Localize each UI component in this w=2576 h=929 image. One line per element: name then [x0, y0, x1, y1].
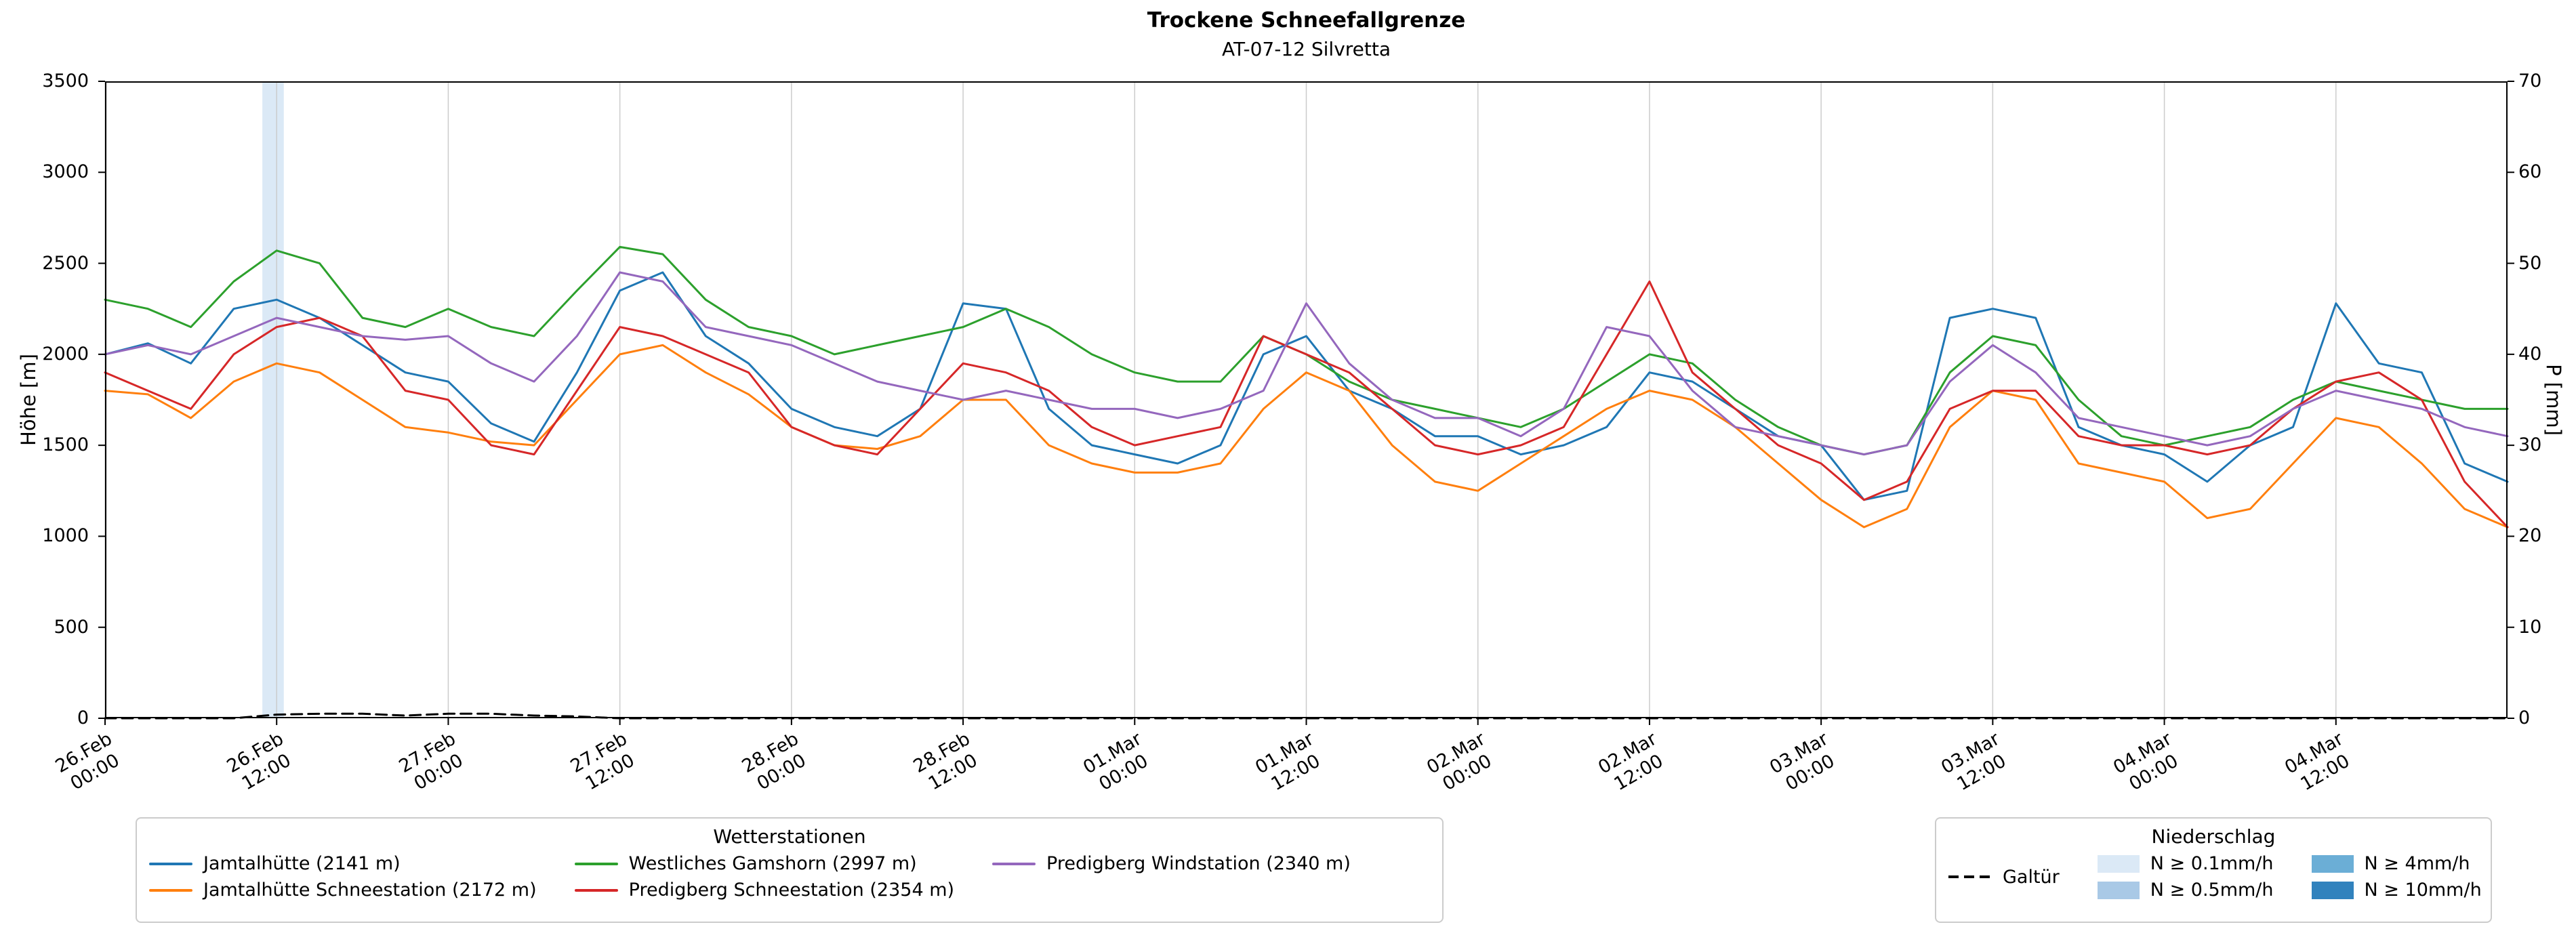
plot-border	[105, 81, 2508, 718]
y-axis-label-left: Höhe [m]	[17, 354, 40, 446]
line-swatch	[149, 888, 192, 892]
series-line	[104, 344, 2509, 529]
legend-niederschlag-title: Niederschlag	[2151, 825, 2276, 848]
legend-item: Galtür	[1948, 867, 2060, 888]
x-tick-label: 01.Mar 00:00	[1080, 728, 1152, 796]
legend-item-label: Jamtalhütte (2141 m)	[203, 853, 401, 874]
y-tick-label-right: 70	[2518, 70, 2542, 91]
y-tick-label-left: 500	[54, 616, 89, 638]
y-tick-label-left: 1500	[42, 434, 89, 456]
tick-label-layer: 26.Feb 00:00 26.Feb 12:00 27.Feb 00:00 27.F…	[42, 70, 2541, 795]
y-tick-label-right: 0	[2518, 707, 2531, 728]
y-tick-label-right: 40	[2518, 343, 2542, 365]
legend-item: N ≥ 10mm/h	[2311, 880, 2482, 901]
plot-area: 26.Feb 00:00 26.Feb 12:00 27.Feb 00:00 27.F…	[42, 70, 2541, 795]
x-tick-label: 02.Mar 00:00	[1423, 728, 1496, 796]
precip-band	[262, 81, 284, 718]
y-tick-label-left: 2500	[42, 252, 89, 274]
x-tick-label: 03.Mar 00:00	[1766, 728, 1839, 796]
legend-item: Jamtalhütte Schneestation (2172 m)	[149, 880, 537, 901]
precip-swatch	[2311, 854, 2354, 873]
legend-item: Predigberg Windstation (2340 m)	[992, 853, 1351, 874]
plot-canvas	[98, 81, 2514, 725]
line-swatch	[574, 888, 618, 892]
legend-item-label: Predigberg Windstation (2340 m)	[1046, 853, 1351, 874]
line-swatch	[574, 862, 618, 865]
x-tick-label: 26.Feb 00:00	[52, 728, 123, 795]
legend-item-label: Predigberg Schneestation (2354 m)	[628, 880, 955, 901]
y-axis-label-right: P [mm]	[2542, 364, 2565, 436]
legend-item: Predigberg Schneestation (2354 m)	[574, 880, 955, 901]
y-tick-label-left: 3500	[42, 70, 89, 91]
x-tick-label: 01.Mar 12:00	[1251, 728, 1324, 796]
series-line	[104, 271, 2509, 456]
precip-swatch	[2097, 854, 2140, 873]
x-tick-label: 02.Mar 12:00	[1595, 728, 1667, 796]
y-tick-label-left: 2000	[42, 343, 89, 365]
legend-item-label: N ≥ 10mm/h	[2364, 880, 2482, 901]
y-tick-label-right: 10	[2518, 616, 2542, 638]
y-tick-label-right: 20	[2518, 525, 2542, 547]
legend-item: N ≥ 0.1mm/h	[2097, 853, 2274, 874]
legend-wetterstationen-title: Wetterstationen	[713, 825, 866, 848]
x-tick-label: 28.Feb 12:00	[909, 728, 981, 795]
legend-item-label: N ≥ 0.1mm/h	[2150, 853, 2274, 874]
y-tick-label-right: 30	[2518, 434, 2542, 456]
legend-item-label: N ≥ 0.5mm/h	[2150, 880, 2274, 901]
y-tick-label-left: 3000	[42, 161, 89, 183]
legend-item-label: Galtür	[2003, 866, 2060, 888]
x-tick-label: 27.Feb 00:00	[395, 728, 467, 795]
line-swatch	[149, 862, 192, 865]
legend-niederschlag: Niederschlag Galtür N ≥ 0.1mm/h N ≥ 0.5mm/…	[1935, 817, 2492, 923]
legend-item: Jamtalhütte (2141 m)	[149, 853, 537, 874]
y-tick-label-left: 0	[77, 707, 89, 728]
legend-item: N ≥ 0.5mm/h	[2097, 880, 2274, 901]
legend-niederschlag-items: Galtür N ≥ 0.1mm/h N ≥ 0.5mm/h N ≥ 4mm/h N ≥…	[1948, 853, 2482, 901]
legend-item: Westliches Gamshorn (2997 m)	[574, 853, 954, 874]
legend-item-label: Jamtalhütte Schneestation (2172 m)	[203, 880, 537, 901]
precip-swatch	[2311, 881, 2354, 899]
precip-swatch	[2097, 881, 2140, 899]
series-line	[104, 280, 2509, 529]
y-tick-label-left: 1000	[42, 525, 89, 547]
legend-wetterstationen: Wetterstationen Jamtalhütte (2141 m) Jamt…	[136, 817, 1444, 923]
x-tick-label: 26.Feb 12:00	[224, 728, 295, 795]
series-line	[104, 271, 2509, 501]
x-tick-label: 28.Feb 00:00	[738, 728, 810, 795]
x-tick-label: 27.Feb 12:00	[567, 728, 638, 795]
legend-item: N ≥ 4mm/h	[2311, 853, 2482, 874]
x-tick-label: 04.Mar 00:00	[2109, 728, 2182, 796]
x-tick-label: 03.Mar 12:00	[1938, 728, 2010, 796]
y-tick-label-right: 50	[2518, 252, 2542, 274]
legend-wetterstationen-items: Jamtalhütte (2141 m) Jamtalhütte Schneest…	[149, 853, 1430, 901]
chart-subtitle: AT-07-12 Silvretta	[1221, 38, 1391, 60]
dashed-line-swatch	[1948, 875, 1992, 878]
legend-item-label: Westliches Gamshorn (2997 m)	[628, 853, 917, 874]
y-tick-label-right: 60	[2518, 161, 2542, 183]
legend-item-label: N ≥ 4mm/h	[2364, 853, 2470, 874]
chart-title: Trockene Schneefallgrenze	[1147, 8, 1466, 33]
line-swatch	[992, 862, 1036, 865]
x-tick-label: 04.Mar 12:00	[2281, 728, 2354, 796]
